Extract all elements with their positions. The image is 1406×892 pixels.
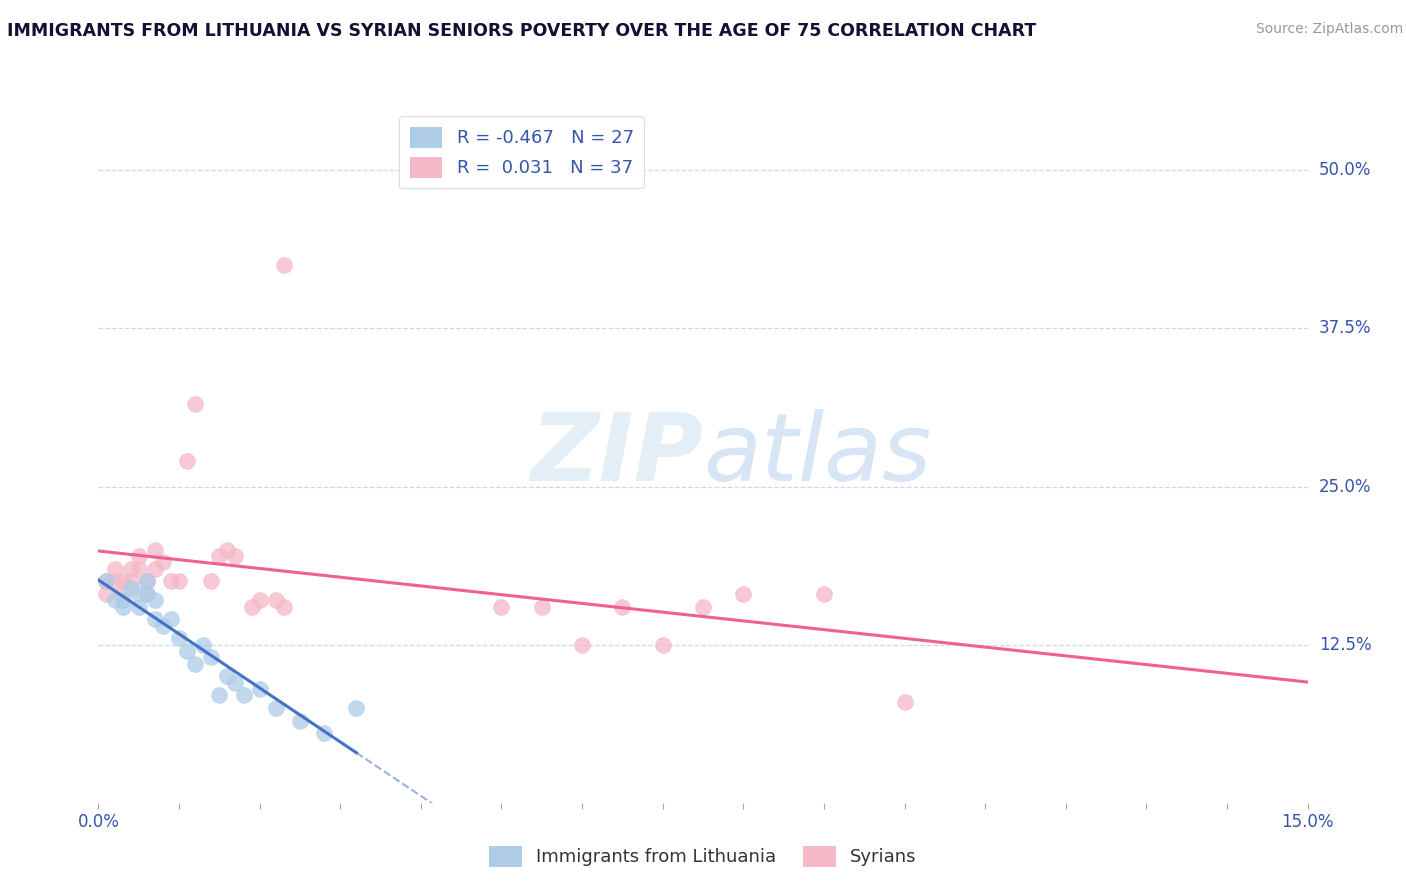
Point: [264, 701, 287, 715]
Point: [813, 587, 835, 601]
Point: [152, 556, 174, 570]
Point: [143, 593, 166, 607]
Point: [96, 574, 118, 589]
Point: [143, 542, 166, 557]
Point: [193, 638, 215, 652]
Point: [167, 574, 190, 589]
Text: 25.0%: 25.0%: [1319, 477, 1371, 496]
Point: [249, 681, 271, 696]
Point: [96, 574, 118, 589]
Point: [184, 657, 207, 671]
Point: [160, 612, 183, 626]
Point: [651, 638, 673, 652]
Point: [135, 587, 157, 601]
Point: [344, 701, 367, 715]
Point: [200, 650, 222, 665]
Point: [249, 593, 271, 607]
Point: [120, 562, 142, 576]
Point: [200, 574, 222, 589]
Point: [135, 587, 157, 601]
Point: [111, 574, 134, 589]
Point: [120, 574, 142, 589]
Legend: Immigrants from Lithuania, Syrians: Immigrants from Lithuania, Syrians: [482, 838, 924, 874]
Point: [143, 612, 166, 626]
Point: [612, 599, 634, 614]
Point: [208, 549, 231, 563]
Point: [217, 669, 239, 683]
Point: [120, 581, 142, 595]
Point: [571, 638, 593, 652]
Point: [143, 562, 166, 576]
Point: [128, 549, 150, 563]
Point: [111, 587, 134, 601]
Point: [96, 587, 118, 601]
Point: [208, 688, 231, 702]
Point: [224, 549, 246, 563]
Point: [103, 593, 125, 607]
Point: [111, 599, 134, 614]
Text: 37.5%: 37.5%: [1319, 319, 1371, 337]
Point: [893, 695, 915, 709]
Point: [273, 599, 295, 614]
Point: [184, 397, 207, 411]
Point: [692, 599, 714, 614]
Text: 50.0%: 50.0%: [1319, 161, 1371, 179]
Point: [530, 599, 553, 614]
Point: [128, 562, 150, 576]
Point: [135, 574, 157, 589]
Text: Source: ZipAtlas.com: Source: ZipAtlas.com: [1256, 22, 1403, 37]
Text: IMMIGRANTS FROM LITHUANIA VS SYRIAN SENIORS POVERTY OVER THE AGE OF 75 CORRELATI: IMMIGRANTS FROM LITHUANIA VS SYRIAN SENI…: [7, 22, 1036, 40]
Point: [288, 714, 311, 728]
Point: [232, 688, 254, 702]
Point: [491, 599, 513, 614]
Point: [733, 587, 755, 601]
Point: [176, 644, 198, 658]
Text: ZIP: ZIP: [530, 409, 703, 501]
Point: [103, 574, 125, 589]
Point: [273, 258, 295, 272]
Point: [103, 562, 125, 576]
Text: 12.5%: 12.5%: [1319, 636, 1371, 654]
Point: [135, 574, 157, 589]
Point: [224, 675, 246, 690]
Text: atlas: atlas: [703, 409, 931, 500]
Point: [160, 574, 183, 589]
Point: [264, 593, 287, 607]
Point: [240, 599, 263, 614]
Point: [176, 454, 198, 468]
Point: [152, 618, 174, 632]
Point: [128, 599, 150, 614]
Point: [128, 587, 150, 601]
Point: [314, 726, 336, 740]
Legend: R = -0.467   N = 27, R =  0.031   N = 37: R = -0.467 N = 27, R = 0.031 N = 37: [399, 116, 644, 188]
Point: [217, 542, 239, 557]
Point: [167, 632, 190, 646]
Point: [111, 593, 134, 607]
